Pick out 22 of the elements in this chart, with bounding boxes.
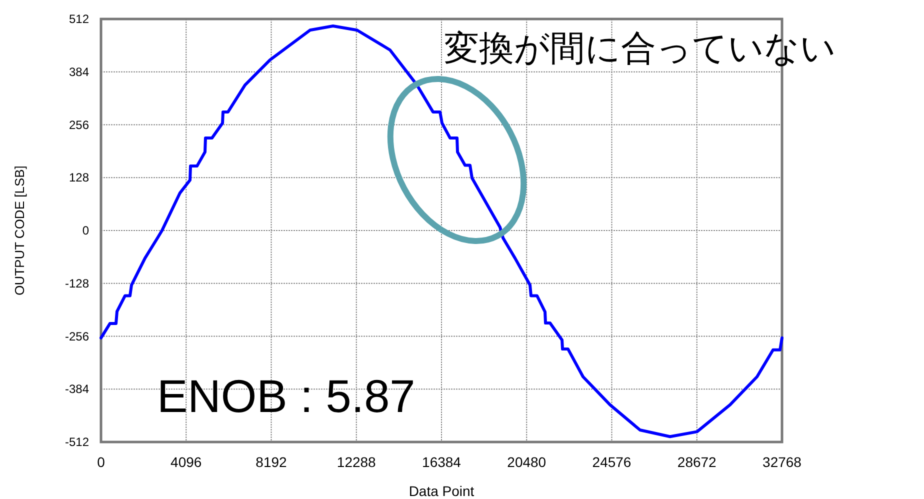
annotation: 変換が間に合っていない: [444, 29, 836, 68]
x-tick-label: 0: [97, 454, 106, 470]
y-tick-label: -384: [64, 382, 90, 396]
x-tick-label: 24576: [592, 454, 632, 470]
x-tick-label: 16384: [422, 454, 462, 470]
y-axis-title: OUTPUT CODE [LSB]: [12, 166, 27, 296]
y-tick-label: -128: [64, 276, 90, 290]
y-tick-label: -512: [64, 435, 90, 449]
x-tick-label: 4096: [170, 454, 202, 470]
annotation: ENOB : 5.87: [157, 370, 416, 422]
y-tick-label: 384: [68, 64, 90, 79]
x-axis-title: Data Point: [408, 483, 474, 499]
x-tick-label: 20480: [507, 454, 546, 470]
x-tick-label: 12288: [336, 454, 376, 470]
y-tick-label: 512: [68, 12, 90, 26]
y-tick-label: 128: [68, 170, 90, 185]
x-tick-label: 32768: [762, 454, 802, 470]
y-tick-label: -256: [64, 329, 90, 344]
y-tick-label: 256: [68, 118, 90, 132]
x-tick-label: 28672: [677, 454, 717, 470]
x-tick-label: 8192: [256, 454, 288, 470]
y-tick-label: 0: [82, 224, 90, 238]
